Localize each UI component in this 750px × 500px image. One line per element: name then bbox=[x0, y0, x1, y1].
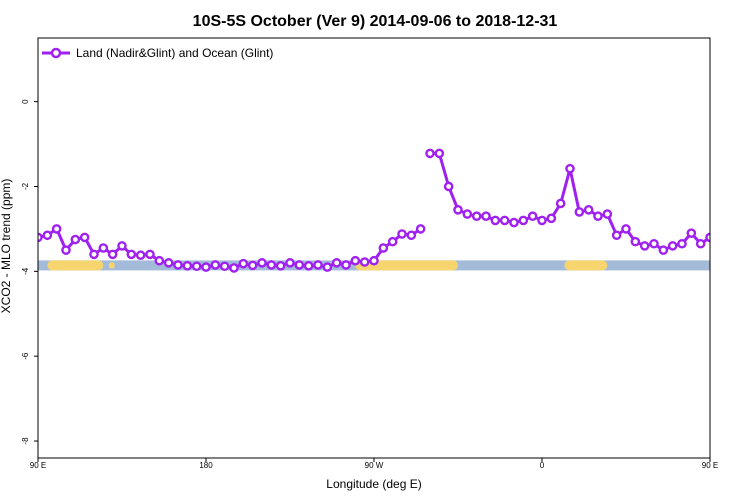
data-point-0-38 bbox=[387, 236, 398, 247]
legend-marker-swatch bbox=[50, 47, 62, 59]
data-point-1-21 bbox=[621, 224, 631, 234]
land-region-2 bbox=[355, 260, 458, 271]
y-axis-ticks: 0 -2 -4 -6 -8 bbox=[21, 99, 38, 445]
data-point-1-4 bbox=[462, 209, 473, 219]
land-region-1 bbox=[108, 262, 115, 269]
data-point-1-30 bbox=[705, 232, 710, 243]
data-point-1-12 bbox=[537, 215, 547, 226]
chart-title: 10S-5S October (Ver 9) 2014-09-06 to 201… bbox=[193, 13, 558, 30]
data-point-1-6 bbox=[481, 211, 491, 221]
data-point-1-13 bbox=[546, 213, 557, 224]
data-point-1-20 bbox=[611, 230, 622, 241]
data-point-0-41 bbox=[415, 224, 426, 234]
data-point-0-6 bbox=[89, 249, 99, 260]
y-tick-label-4: -8 bbox=[21, 437, 30, 445]
data-point-0-4 bbox=[70, 234, 81, 245]
data-point-0-14 bbox=[163, 258, 174, 268]
y-tick-label-2: -4 bbox=[21, 267, 30, 275]
data-point-1-19 bbox=[602, 209, 613, 219]
data-point-0-34 bbox=[350, 255, 361, 266]
land-region-0 bbox=[47, 260, 104, 271]
data-point-0-12 bbox=[145, 249, 155, 260]
data-point-1-23 bbox=[639, 241, 650, 251]
data-point-1-25 bbox=[658, 245, 669, 255]
data-point-0-13 bbox=[154, 255, 165, 266]
x-tick-label-4: 90 E bbox=[702, 461, 718, 470]
y-tick-label-1: -2 bbox=[21, 182, 30, 190]
data-point-0-31 bbox=[322, 262, 333, 272]
data-point-0-24 bbox=[257, 258, 267, 268]
data-point-0-21 bbox=[229, 263, 239, 273]
data-point-0-17 bbox=[191, 261, 202, 272]
data-point-1-3 bbox=[453, 205, 463, 215]
data-point-0-8 bbox=[107, 249, 118, 260]
data-point-0-28 bbox=[294, 260, 305, 270]
data-point-0-26 bbox=[275, 261, 286, 271]
data-point-0-37 bbox=[378, 243, 389, 253]
y-tick-label-0: 0 bbox=[21, 99, 30, 104]
series-layer bbox=[38, 148, 710, 273]
data-point-0-30 bbox=[313, 260, 323, 270]
data-point-0-18 bbox=[201, 262, 211, 272]
data-point-1-28 bbox=[686, 228, 697, 238]
data-point-0-25 bbox=[266, 260, 277, 270]
x-tick-label-3: 0 bbox=[540, 461, 545, 470]
data-point-0-32 bbox=[331, 258, 342, 268]
data-point-0-5 bbox=[79, 232, 90, 243]
data-point-0-29 bbox=[303, 261, 314, 271]
data-point-0-10 bbox=[126, 249, 137, 260]
data-point-1-7 bbox=[490, 215, 501, 226]
x-tick-label-2: 90 W bbox=[365, 461, 384, 470]
data-point-1-17 bbox=[583, 205, 594, 215]
data-point-1-8 bbox=[499, 215, 510, 226]
data-point-1-27 bbox=[677, 238, 687, 249]
data-point-0-15 bbox=[173, 260, 183, 270]
data-point-0-3 bbox=[61, 245, 71, 255]
data-point-1-0 bbox=[425, 148, 435, 159]
y-axis-label: XCO2 - MLO trend (ppm) bbox=[0, 179, 13, 314]
data-point-1-5 bbox=[471, 211, 482, 221]
data-point-1-16 bbox=[574, 207, 585, 217]
data-point-0-35 bbox=[359, 257, 370, 267]
data-point-0-20 bbox=[219, 261, 230, 272]
y-tick-label-3: -6 bbox=[21, 352, 30, 360]
data-point-0-36 bbox=[369, 255, 379, 266]
data-point-1-22 bbox=[630, 236, 641, 247]
data-point-1-15 bbox=[565, 163, 575, 174]
data-point-1-26 bbox=[667, 241, 678, 251]
data-point-1-1 bbox=[434, 148, 445, 159]
x-tick-label-0: 90 E bbox=[30, 461, 46, 470]
data-point-0-2 bbox=[51, 224, 62, 234]
data-point-0-11 bbox=[135, 250, 146, 261]
data-point-0-23 bbox=[247, 260, 258, 271]
data-point-1-9 bbox=[509, 217, 519, 228]
data-point-0-22 bbox=[238, 258, 249, 269]
data-point-0-40 bbox=[406, 230, 417, 241]
land-region-3 bbox=[564, 260, 608, 271]
x-axis-ticks: 90 E 180 90 W 0 90 E bbox=[30, 458, 718, 470]
x-axis-label: Longitude (deg E) bbox=[326, 477, 421, 491]
legend: Land (Nadir&Glint) and Ocean (Glint) bbox=[42, 46, 273, 60]
data-point-0-1 bbox=[42, 230, 53, 241]
data-point-1-29 bbox=[695, 238, 706, 249]
data-point-1-10 bbox=[518, 215, 529, 226]
data-point-1-11 bbox=[527, 211, 538, 221]
legend-entry-label: Land (Nadir&Glint) and Ocean (Glint) bbox=[76, 46, 273, 60]
data-point-0-27 bbox=[285, 258, 295, 268]
data-point-0-9 bbox=[117, 241, 127, 251]
data-point-1-18 bbox=[593, 211, 603, 221]
data-point-0-39 bbox=[397, 229, 407, 239]
data-point-0-19 bbox=[210, 260, 221, 270]
x-tick-label-1: 180 bbox=[199, 461, 213, 470]
data-point-1-14 bbox=[555, 198, 566, 209]
data-point-0-33 bbox=[341, 260, 351, 270]
data-point-1-2 bbox=[443, 181, 454, 192]
data-point-1-24 bbox=[649, 238, 659, 249]
data-point-0-16 bbox=[182, 261, 193, 271]
data-point-0-7 bbox=[98, 243, 109, 253]
surface-band bbox=[38, 260, 710, 271]
